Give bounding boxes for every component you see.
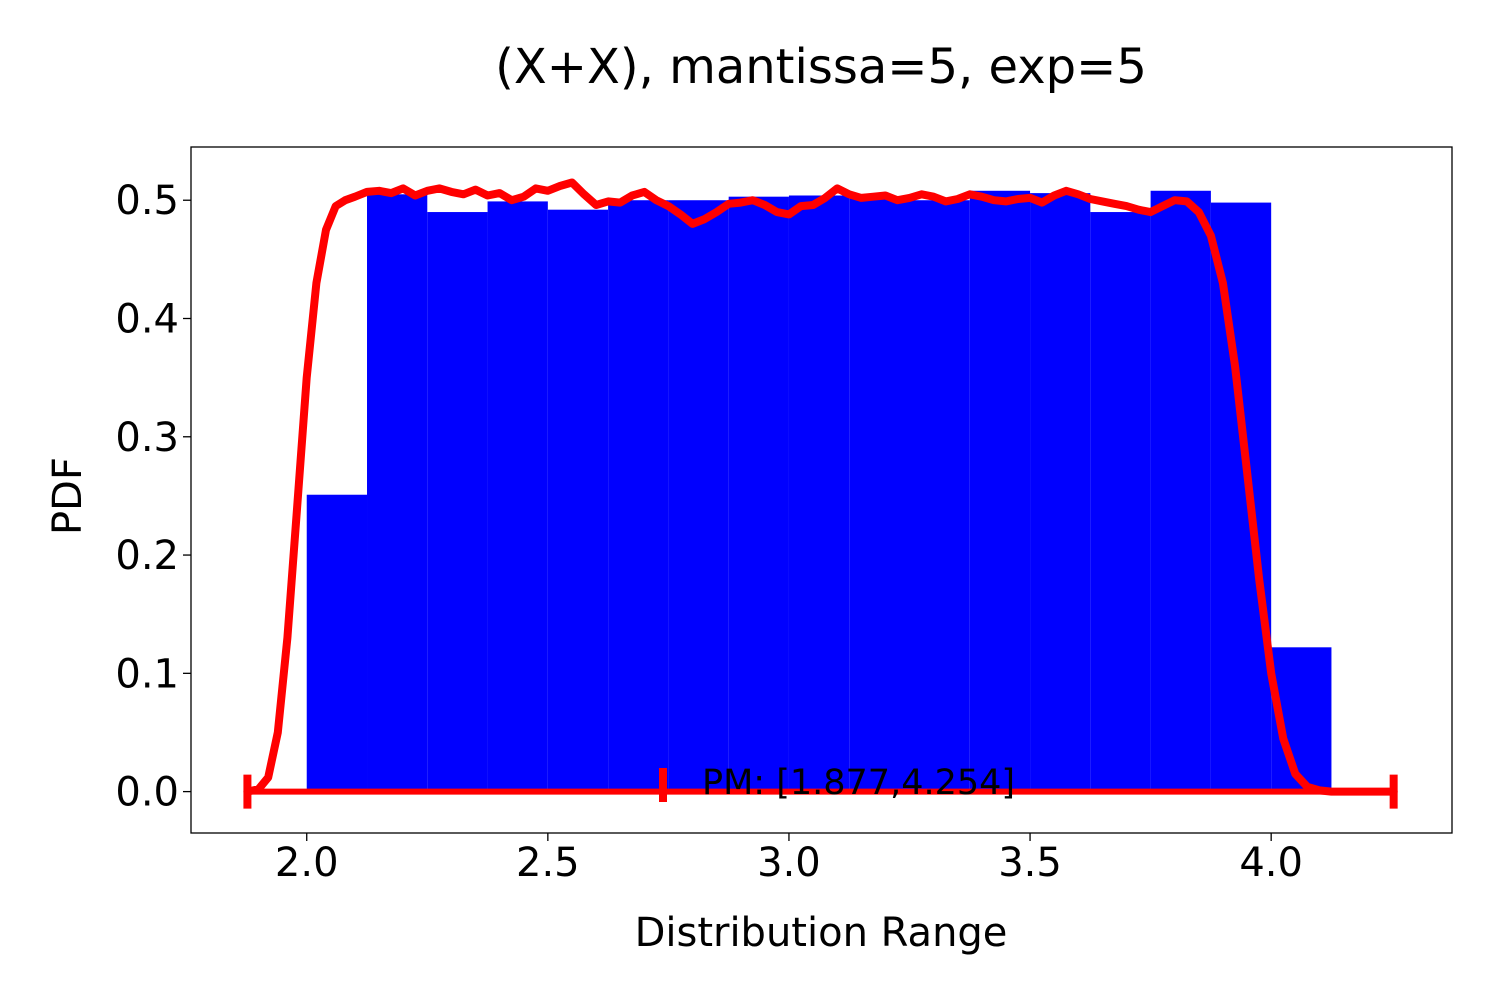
histogram-bar <box>849 196 910 792</box>
y-tick-label: 0.1 <box>115 651 179 697</box>
x-axis-label: Distribution Range <box>635 910 1008 956</box>
legend-label: PM: [1.877,4.254] <box>702 763 1015 803</box>
histogram-bar <box>969 190 1031 792</box>
y-tick-label: 0.3 <box>115 415 179 461</box>
histogram-bar <box>1030 193 1091 792</box>
y-tick-label: 0.2 <box>115 533 179 579</box>
histogram-bar <box>1090 212 1151 792</box>
plot-area <box>243 178 1398 809</box>
histogram-bar <box>788 195 850 792</box>
histogram-bar <box>367 194 428 792</box>
histogram-bar <box>668 200 729 792</box>
y-axis-label: PDF <box>45 457 91 535</box>
y-tick-label: 0.5 <box>115 178 179 224</box>
histogram-bar <box>487 201 548 792</box>
y-axis-ticks: 0.0 0.1 0.2 0.3 0.4 0.5 <box>115 178 191 816</box>
x-tick-label: 2.0 <box>275 840 339 886</box>
x-tick-label: 3.0 <box>757 840 821 886</box>
plot-frame <box>190 146 1453 834</box>
histogram-bar <box>728 196 789 792</box>
histogram-bar <box>306 494 368 792</box>
x-tick-label: 4.0 <box>1239 840 1303 886</box>
histogram-bar <box>1210 202 1272 792</box>
histogram-bar <box>1150 190 1211 792</box>
chart-title: (X+X), mantissa=5, exp=5 <box>495 39 1147 95</box>
histogram-bar <box>608 200 669 792</box>
x-tick-label: 2.5 <box>516 840 580 886</box>
pdf-curve-layer <box>243 178 1398 796</box>
histogram-bar <box>427 212 488 792</box>
range-marker-layer <box>243 774 1398 809</box>
pdf-curve-line <box>243 178 1398 796</box>
legend: PM: [1.877,4.254] <box>659 763 1015 803</box>
histogram-bar <box>909 200 970 792</box>
histogram-bar <box>547 209 609 792</box>
histogram-bars <box>306 190 1332 792</box>
y-tick-label: 0.0 <box>115 770 179 816</box>
x-tick-label: 3.5 <box>998 840 1062 886</box>
x-axis-ticks: 2.0 2.5 3.0 3.5 4.0 <box>275 833 1303 886</box>
y-tick-label: 0.4 <box>115 297 179 343</box>
